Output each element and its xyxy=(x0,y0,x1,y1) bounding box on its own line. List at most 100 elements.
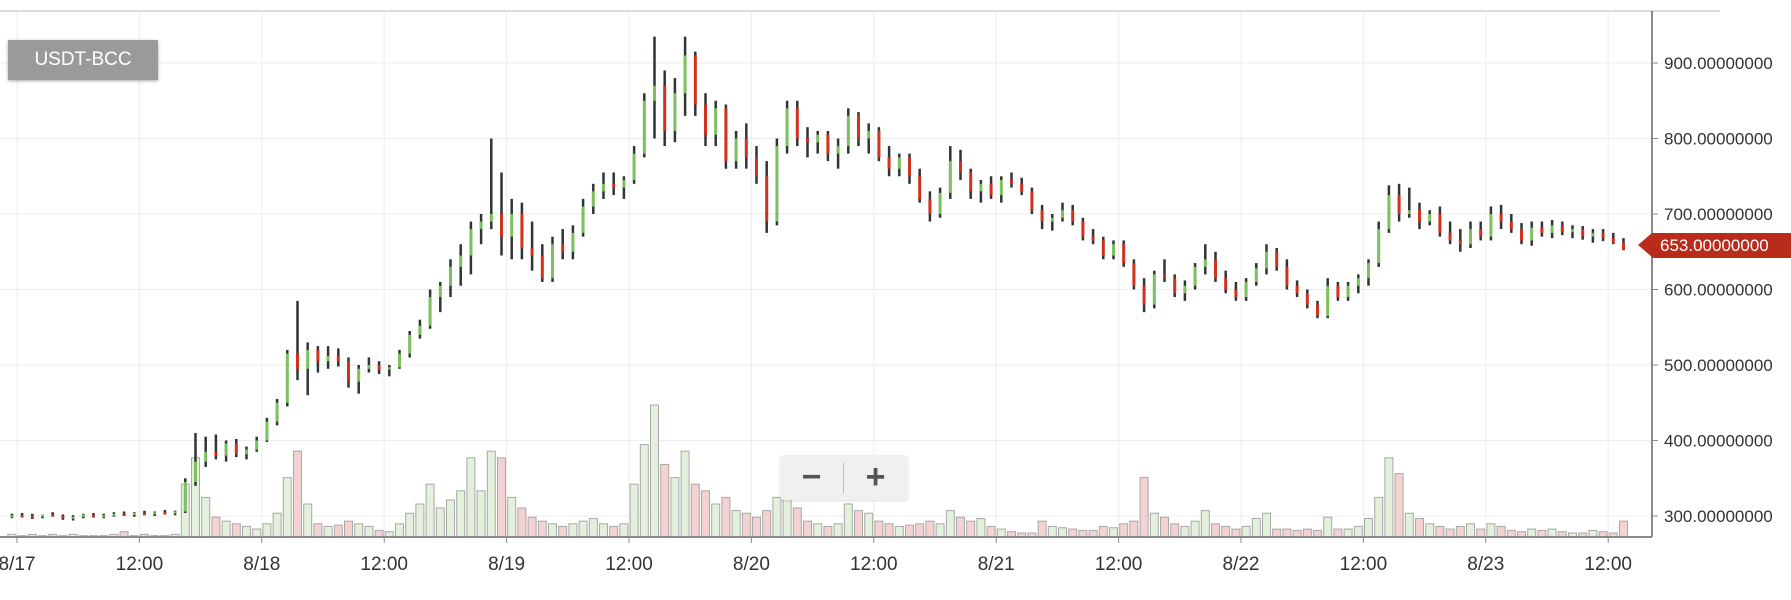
volume-bar xyxy=(1180,525,1190,538)
candle-body xyxy=(1234,289,1238,298)
candle-body xyxy=(1030,191,1034,211)
volume-bar xyxy=(486,450,496,538)
candle-body xyxy=(194,461,197,483)
volume-bar xyxy=(752,516,761,538)
volume-bar xyxy=(405,512,415,538)
volume-bar xyxy=(1272,528,1282,538)
volume-bar xyxy=(619,523,629,538)
candle-body xyxy=(1377,229,1381,264)
candle-body xyxy=(245,449,248,455)
volume-bar xyxy=(792,507,802,538)
x-tick-label: 8/21 xyxy=(978,554,1015,575)
volume-bar xyxy=(711,503,721,538)
zoom-in-button[interactable]: + xyxy=(844,455,907,500)
candle-body xyxy=(326,355,330,362)
volume-bar xyxy=(1109,527,1118,538)
volume-bar xyxy=(466,457,476,538)
volume-bar xyxy=(905,524,914,538)
volume-bar xyxy=(456,490,466,538)
candle-body xyxy=(459,255,463,267)
candle-body xyxy=(153,512,157,515)
candle-body xyxy=(275,402,279,422)
candle-body xyxy=(1571,229,1574,233)
candle-body xyxy=(602,183,605,192)
volume-bar xyxy=(1068,528,1078,538)
candle-body xyxy=(734,138,738,162)
x-tick-label: 12:00 xyxy=(850,554,898,575)
candle-body xyxy=(1305,293,1309,305)
candle-body xyxy=(347,361,350,382)
candle-body xyxy=(1469,229,1472,245)
volume-bar xyxy=(262,523,272,538)
candle-body xyxy=(520,214,524,248)
volume-bar xyxy=(1282,528,1292,538)
candle-body xyxy=(41,514,44,517)
volume-bar xyxy=(925,520,935,538)
volume-bar xyxy=(1149,512,1159,538)
volume-bar xyxy=(1415,518,1424,538)
candle-body xyxy=(1275,251,1279,267)
candle-body xyxy=(418,325,422,335)
candle-body xyxy=(683,55,687,94)
candle-body xyxy=(1101,240,1105,256)
candle-body xyxy=(1203,259,1207,267)
candle-body xyxy=(959,161,962,173)
candle-body xyxy=(336,355,340,362)
volume-bar xyxy=(517,507,527,538)
volume-bar xyxy=(639,444,649,538)
volume-bar xyxy=(680,450,690,538)
volume-bar xyxy=(1302,528,1312,538)
volume-bar xyxy=(823,525,833,538)
x-tick-label: 8/17 xyxy=(0,554,35,575)
y-tick-label: 300.00000000 xyxy=(1664,507,1773,526)
volume-bar xyxy=(527,516,537,538)
candle-body xyxy=(1254,268,1258,282)
volume-bar xyxy=(721,496,731,538)
candle-body xyxy=(724,108,728,162)
volume-bar xyxy=(966,520,976,538)
volume-bar xyxy=(741,512,751,538)
volume-bar xyxy=(1435,525,1445,538)
volume-bar xyxy=(894,525,904,538)
candle-body xyxy=(867,130,871,139)
candle-body xyxy=(653,85,656,101)
candle-body xyxy=(1265,251,1268,269)
volume-bar xyxy=(282,477,292,538)
volume-bar xyxy=(476,490,486,538)
volume-bar xyxy=(1129,520,1139,538)
candle-body xyxy=(989,183,993,196)
candle-body xyxy=(500,214,503,237)
x-tick-label: 12:00 xyxy=(1584,554,1632,575)
x-tick-label: 8/18 xyxy=(243,554,280,575)
candle-body xyxy=(969,172,973,192)
candle-body xyxy=(510,214,514,237)
volume-bar xyxy=(915,523,925,538)
y-tick-label: 700.00000000 xyxy=(1664,205,1773,224)
volume-bar xyxy=(1211,523,1220,538)
candle-body xyxy=(234,443,238,455)
candle-body xyxy=(367,365,371,369)
candle-body xyxy=(10,515,14,518)
candle-body xyxy=(632,153,636,181)
volume-bar xyxy=(1496,525,1506,538)
zoom-out-button[interactable]: − xyxy=(780,455,843,500)
candle-body xyxy=(1081,221,1085,237)
volume-bar xyxy=(1404,512,1414,538)
candle-body xyxy=(642,100,646,154)
volume-bar xyxy=(762,510,772,538)
candle-body xyxy=(1601,232,1605,239)
candle-body xyxy=(1152,274,1156,305)
y-tick-label: 600.00000000 xyxy=(1664,281,1773,300)
candle-body xyxy=(1316,304,1319,316)
candle-body xyxy=(112,513,116,516)
volume-bar xyxy=(1037,520,1047,538)
candle-body xyxy=(755,157,758,177)
candle-body xyxy=(71,516,75,519)
candle-body xyxy=(1061,210,1064,218)
candle-body xyxy=(1091,236,1095,241)
volume-bar xyxy=(1200,510,1210,538)
volume-bar xyxy=(1323,516,1333,538)
divider xyxy=(843,462,844,493)
candle-body xyxy=(51,514,55,517)
